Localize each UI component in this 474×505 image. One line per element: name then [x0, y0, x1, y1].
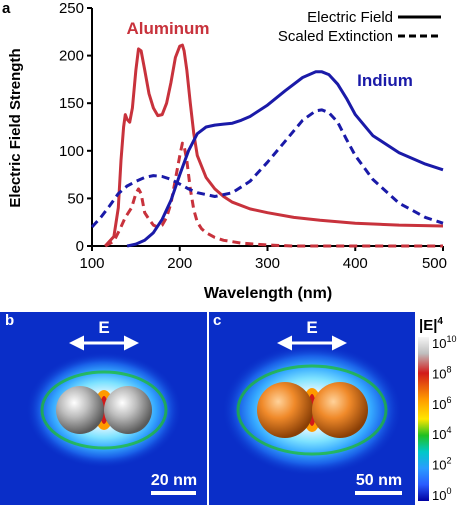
panel-c-sphere-right	[312, 382, 368, 438]
legend-label-scaled-extinction: Scaled Extinction	[278, 28, 393, 45]
colorbar-tick-base: 10	[432, 397, 446, 412]
legend: Electric Field Scaled Extinction	[278, 9, 441, 45]
panel-c-field-contour	[236, 364, 388, 456]
colorbar-tick-exponent: 6	[446, 395, 451, 405]
panel-label-c: c	[213, 312, 221, 329]
colorbar-title-base: |E|	[419, 317, 437, 334]
y-tick-label: 50	[67, 190, 84, 207]
colorbar-tick-label: 106	[432, 395, 451, 412]
x-tick-label: 200	[167, 255, 192, 272]
x-tick-label: 100	[79, 255, 104, 272]
aluminum-annotation: Aluminum	[126, 19, 209, 38]
colorbar-title-power: 4	[437, 316, 443, 327]
x-tick-label: 500	[422, 255, 447, 272]
colorbar-tick-base: 10	[432, 336, 446, 351]
colorbar-tick-exponent: 0	[446, 486, 451, 496]
panel-b-sphere-right	[104, 386, 152, 434]
colorbar-tick-base: 10	[432, 458, 446, 473]
colorbar-tick-exponent: 2	[446, 456, 451, 466]
y-tick-label: 200	[59, 48, 84, 65]
y-axis-title: Electric Field Strength	[7, 48, 24, 207]
x-axis-title: Wavelength (nm)	[204, 285, 332, 302]
x-tick-label: 400	[343, 255, 368, 272]
colorbar-tick-label: 108	[432, 364, 451, 381]
y-ticks: 0 50 100 150 200 250	[59, 0, 92, 255]
panel-b-sphere-left	[56, 386, 104, 434]
series-layer	[90, 43, 444, 248]
legend-label-electric-field: Electric Field	[307, 9, 393, 26]
colorbar-tick-label: 100	[432, 486, 451, 503]
colorbar-tick-label: 104	[432, 425, 451, 442]
indium-annotation: Indium	[357, 71, 413, 90]
panel-b-field-contour	[40, 370, 168, 450]
panel-label-b: b	[5, 312, 14, 329]
y-tick-label: 250	[59, 0, 84, 17]
colorbar-tick-exponent: 8	[446, 364, 451, 374]
x-tick-label: 300	[255, 255, 280, 272]
panel-label-a: a	[2, 0, 11, 17]
panel-c-sphere-left	[257, 382, 313, 438]
panel-c-scale-label: 50 nm	[356, 472, 402, 489]
panel-b-field-map: E 20 nm	[0, 312, 207, 505]
x-ticks: 100 200 300 400 500	[79, 246, 447, 272]
colorbar-gradient	[418, 337, 429, 501]
series-line-indium-electric-field	[126, 70, 444, 248]
panel-c-vector-label: E	[306, 318, 317, 337]
panel-c-field-map: E 50 nm	[209, 312, 415, 505]
series-line-aluminum-scaled-extinction	[104, 141, 443, 248]
colorbar-tick-base: 10	[432, 488, 446, 503]
colorbar-tick-exponent: 4	[446, 425, 451, 435]
series-line-indium-scaled-extinction	[90, 108, 444, 229]
y-tick-label: 100	[59, 143, 84, 160]
series-line-aluminum-electric-field	[104, 43, 444, 248]
panel-b-scale-label: 20 nm	[151, 472, 197, 489]
colorbar-tick-base: 10	[432, 366, 446, 381]
colorbar-tick-exponent: 10	[446, 334, 456, 344]
y-tick-label: 150	[59, 95, 84, 112]
panel-b-vector-label: E	[98, 318, 109, 337]
colorbar-tick-label: 1010	[432, 334, 456, 351]
colorbar-title: |E|4	[419, 316, 443, 334]
y-tick-label: 0	[76, 238, 84, 255]
colorbar-tick-label: 102	[432, 456, 451, 473]
colorbar-tick-base: 10	[432, 427, 446, 442]
